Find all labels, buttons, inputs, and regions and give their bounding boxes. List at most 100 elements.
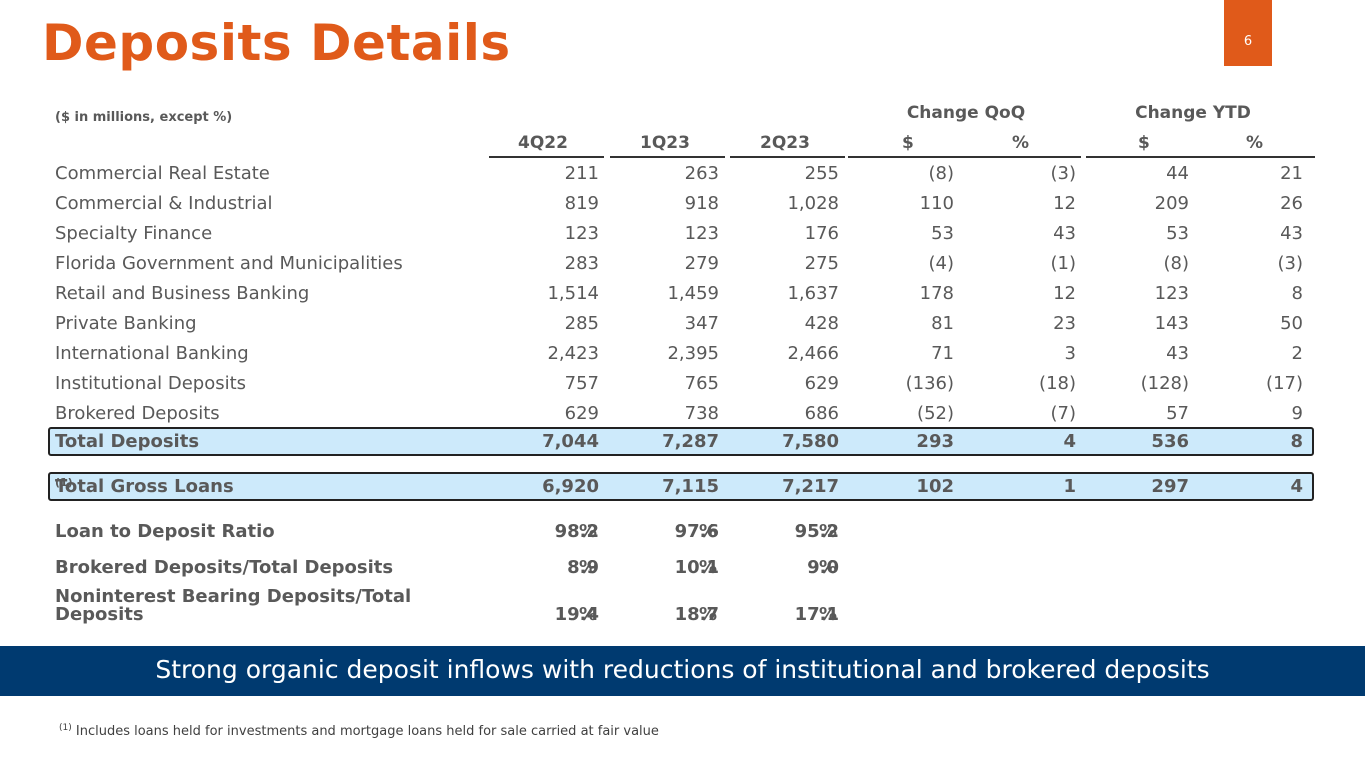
cell-1q23: 7,287 [662, 431, 719, 452]
cell-qoq-dollar: 53 [931, 223, 954, 244]
change-ytd-header: Change YTD [1135, 103, 1251, 123]
cell-2q23: 275 [804, 253, 839, 274]
ratio-unit: % [819, 604, 838, 625]
cell-1q23: 918 [684, 193, 719, 214]
cell-1q23: 1,459 [667, 283, 719, 304]
cell-ytd-dollar: 57 [1166, 403, 1189, 424]
cell-4q22: 757 [564, 373, 599, 394]
footnote: (1) Includes loans held for investments … [59, 723, 659, 739]
header-underline [489, 156, 604, 158]
cell-ytd-pct: 21 [1280, 163, 1303, 184]
cell-qoq-pct: (3) [1050, 163, 1077, 184]
cell-qoq-pct: (18) [1039, 373, 1076, 394]
table-row: Institutional Deposits 757 765 629 (136) (18)… [0, 373, 1365, 403]
cell-2q23: 629 [804, 373, 839, 394]
ratio-label-loan-to-deposit: Loan to Deposit Ratio [55, 521, 275, 542]
cell-2q23: 428 [804, 313, 839, 334]
row-label: Retail and Business Banking [55, 283, 310, 304]
cell-qoq-pct: 1 [1063, 476, 1076, 497]
ratio-unit: % [699, 604, 718, 625]
row-label: Florida Government and Municipalities [55, 253, 403, 274]
total-loans-highlight [48, 472, 1314, 501]
cell-qoq-dollar: (136) [905, 373, 954, 394]
footnote-marker: (1) [55, 476, 73, 489]
page-number-badge: 6 [1224, 0, 1272, 66]
cell-4q22: 1,514 [547, 283, 599, 304]
ratio-value-1q23: 18.7 [674, 604, 719, 625]
change-qoq-header: Change QoQ [906, 103, 1026, 123]
cell-qoq-pct: 12 [1053, 283, 1076, 304]
cell-ytd-dollar: 297 [1151, 476, 1189, 497]
cell-ytd-pct: (3) [1277, 253, 1304, 274]
cell-ytd-dollar: 209 [1154, 193, 1189, 214]
cell-qoq-dollar: (8) [928, 163, 955, 184]
table-row: Florida Government and Municipalities 283… [0, 253, 1365, 283]
table-row: Retail and Business Banking 1,514 1,459 1,6… [0, 283, 1365, 313]
cell-ytd-dollar: 44 [1166, 163, 1189, 184]
cell-ytd-pct: 8 [1291, 283, 1303, 304]
row-label: Brokered Deposits [55, 403, 220, 424]
cell-qoq-pct: (7) [1050, 403, 1077, 424]
col-header-2q23: 2Q23 [760, 133, 810, 153]
cell-1q23: 2,395 [667, 343, 719, 364]
cell-ytd-pct: 8 [1290, 431, 1303, 452]
table-row: Commercial & Industrial 819 918 1,028 110 12 2… [0, 193, 1365, 223]
cell-qoq-pct: 23 [1053, 313, 1076, 334]
cell-qoq-pct: 3 [1064, 343, 1076, 364]
cell-qoq-pct: 12 [1053, 193, 1076, 214]
cell-qoq-dollar: 178 [919, 283, 954, 304]
cell-1q23: 765 [684, 373, 719, 394]
cell-ytd-dollar: 143 [1154, 313, 1189, 334]
cell-4q22: 211 [564, 163, 599, 184]
cell-2q23: 255 [804, 163, 839, 184]
cell-2q23: 176 [804, 223, 839, 244]
cell-4q22: 7,044 [542, 431, 599, 452]
cell-ytd-pct: 2 [1291, 343, 1303, 364]
cell-ytd-pct: 4 [1290, 476, 1303, 497]
ratio-value-4q22: 98.2 [554, 521, 599, 542]
cell-qoq-pct: (1) [1050, 253, 1077, 274]
ratio-value-1q23: 10.1 [674, 557, 719, 578]
row-label: International Banking [55, 343, 249, 364]
ratio-unit: % [579, 604, 598, 625]
cell-qoq-pct: 4 [1063, 431, 1076, 452]
cell-qoq-pct: 43 [1053, 223, 1076, 244]
row-label: Commercial Real Estate [55, 163, 270, 184]
cell-4q22: 629 [564, 403, 599, 424]
table-row: Commercial Real Estate 211 263 255 (8) (3) 44 2… [0, 163, 1365, 193]
ratio-unit: % [819, 557, 838, 578]
table-row: Brokered Deposits 629 738 686 (52) (7) 57 9 [0, 403, 1365, 433]
footnote-text: Includes loans held for investments and … [75, 724, 659, 739]
ratio-value-2q23: 17.1 [794, 604, 839, 625]
ratio-unit: % [579, 521, 598, 542]
cell-4q22: 819 [564, 193, 599, 214]
total-deposits-highlight [48, 427, 1314, 456]
cell-ytd-pct: 50 [1280, 313, 1303, 334]
cell-qoq-dollar: 71 [931, 343, 954, 364]
ratio-unit: % [699, 557, 718, 578]
header-underline [730, 156, 845, 158]
row-label: Total Deposits [55, 431, 200, 452]
row-label: Commercial & Industrial [55, 193, 273, 214]
cell-ytd-dollar: (128) [1140, 373, 1189, 394]
cell-ytd-pct: 9 [1291, 403, 1303, 424]
ratio-label-noninterest-line1: Noninterest Bearing Deposits/Total [55, 586, 412, 607]
ratio-label-brokered: Brokered Deposits/Total Deposits [55, 557, 394, 578]
cell-1q23: 7,115 [662, 476, 719, 497]
total-deposits-row: Total Deposits 7,044 7,287 7,580 293 4 5… [0, 431, 1365, 461]
cell-4q22: 283 [564, 253, 599, 274]
total-loans-row: Total Gross Loans (1) 6,920 7,115 7,217 … [55, 476, 1303, 497]
cell-2q23: 686 [804, 403, 839, 424]
cell-ytd-pct: 26 [1280, 193, 1303, 214]
cell-4q22: 123 [564, 223, 599, 244]
col-header-ytd-pct: % [1246, 133, 1264, 153]
ratio-value-4q22: 8.9 [567, 557, 599, 578]
page-title: Deposits Details [42, 14, 511, 72]
cell-4q22: 285 [564, 313, 599, 334]
cell-1q23: 347 [684, 313, 719, 334]
units-note: ($ in millions, except %) [55, 110, 233, 125]
cell-4q22: 2,423 [547, 343, 599, 364]
ratio-value-4q22: 19.4 [554, 604, 599, 625]
col-header-ytd-dollar: $ [1138, 133, 1150, 153]
col-header-qoq-pct: % [1012, 133, 1030, 153]
